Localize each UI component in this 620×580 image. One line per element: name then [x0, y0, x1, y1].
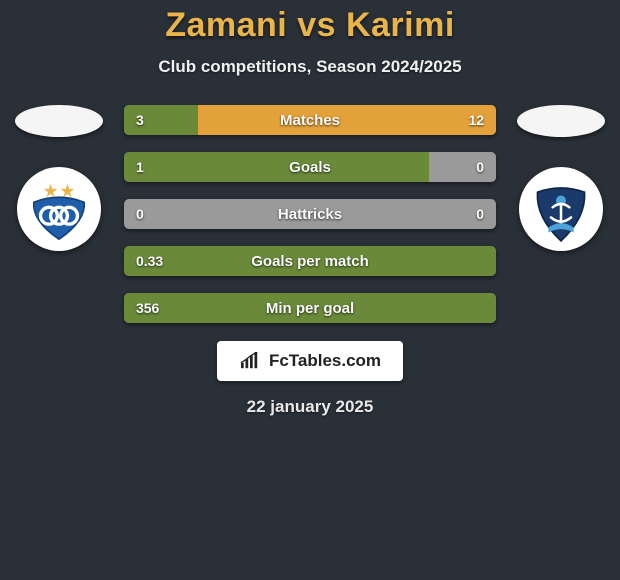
subtitle: Club competitions, Season 2024/2025: [0, 57, 620, 77]
stat-value-left: 0.33: [136, 253, 163, 269]
right-flag: [517, 105, 605, 137]
stat-label: Hattricks: [278, 206, 342, 223]
stat-value-left: 3: [136, 112, 144, 128]
comparison-main: 3 12 Matches 1 0 Goals 0 0 Hattricks 0.33 Goals pe…: [0, 105, 620, 323]
stat-label: Matches: [280, 112, 340, 129]
brand-chart-icon: [239, 352, 261, 370]
stat-bar: 0 0 Hattricks: [124, 199, 496, 229]
stat-label: Goals: [289, 159, 331, 176]
stat-value-right: 0: [476, 159, 484, 175]
stat-bar: 1 0 Goals: [124, 152, 496, 182]
page-title: Zamani vs Karimi: [0, 6, 620, 45]
date-text: 22 january 2025: [247, 397, 374, 417]
left-side: [10, 105, 108, 251]
brand-text: FcTables.com: [269, 351, 381, 371]
stat-label: Goals per match: [251, 253, 369, 270]
right-crest: [519, 167, 603, 251]
stat-bar: 3 12 Matches: [124, 105, 496, 135]
stat-value-right: 12: [469, 112, 485, 128]
right-crest-svg: [519, 167, 603, 251]
stat-label: Min per goal: [266, 300, 354, 317]
stat-bar: 0.33 Goals per match: [124, 246, 496, 276]
stat-bars: 3 12 Matches 1 0 Goals 0 0 Hattricks 0.33 Goals pe…: [124, 105, 496, 323]
stat-bar: 356 Min per goal: [124, 293, 496, 323]
stat-value-left: 356: [136, 300, 159, 316]
stat-seg-right: [429, 152, 496, 182]
stat-value-left: 0: [136, 206, 144, 222]
footer: FcTables.com 22 january 2025: [0, 341, 620, 417]
stat-value-right: 0: [476, 206, 484, 222]
left-crest-svg: [17, 167, 101, 251]
left-flag: [15, 105, 103, 137]
stat-seg-right: [198, 105, 496, 135]
right-side: [512, 105, 610, 251]
left-crest: [17, 167, 101, 251]
stat-value-left: 1: [136, 159, 144, 175]
brand-badge: FcTables.com: [217, 341, 403, 381]
